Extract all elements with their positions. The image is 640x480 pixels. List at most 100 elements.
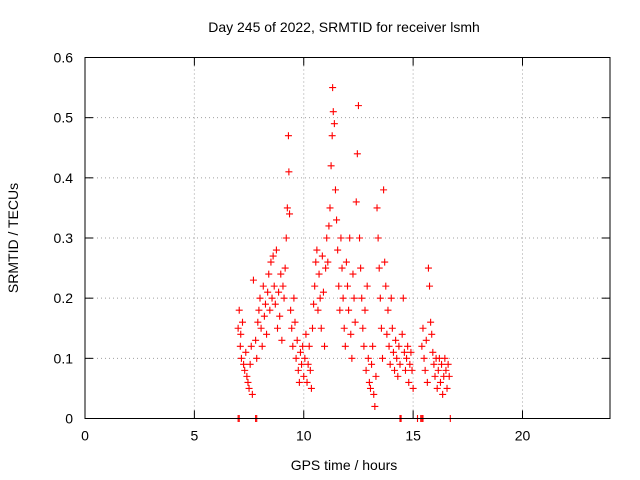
data-point (249, 276, 257, 284)
data-point (298, 360, 306, 368)
data-point (422, 336, 430, 344)
data-point (346, 234, 354, 242)
data-point (285, 168, 293, 176)
data-point (313, 246, 321, 254)
data-point (418, 342, 426, 350)
data-point (374, 234, 382, 242)
data-point (293, 336, 301, 344)
data-point (288, 324, 296, 332)
data-point (405, 378, 413, 386)
data-point (351, 318, 359, 326)
data-point (331, 186, 339, 194)
data-point (254, 318, 262, 326)
data-point (255, 306, 263, 314)
data-point (314, 306, 322, 314)
data-point (403, 354, 411, 362)
data-point (385, 342, 393, 350)
data-point (372, 372, 380, 380)
data-point (246, 360, 254, 368)
data-point (441, 354, 449, 362)
data-point (311, 282, 319, 290)
data-point (236, 342, 244, 350)
data-point (382, 282, 390, 290)
data-point (341, 342, 349, 350)
data-point (322, 264, 330, 272)
data-point (360, 342, 368, 350)
data-point (326, 204, 334, 212)
data-point (420, 354, 428, 362)
data-point (259, 282, 267, 290)
data-point (279, 282, 287, 290)
data-point (257, 324, 265, 332)
data-point (302, 330, 310, 338)
data-point (237, 354, 245, 362)
data-point (444, 360, 452, 368)
data-point (431, 372, 439, 380)
data-point (427, 318, 435, 326)
data-point (342, 258, 350, 266)
data-point (303, 378, 311, 386)
data-point (377, 324, 385, 332)
x-tick-label: 10 (296, 428, 312, 444)
y-tick-label: 0 (65, 411, 73, 427)
data-point (276, 312, 284, 320)
data-point (309, 324, 316, 332)
data-point (401, 366, 409, 374)
data-point (436, 378, 444, 386)
data-point (445, 372, 453, 380)
data-point (245, 384, 253, 392)
data-point (337, 234, 345, 242)
data-point (344, 282, 351, 290)
data-point (409, 384, 417, 392)
data-point (379, 354, 386, 362)
data-point (242, 348, 250, 356)
data-point (350, 294, 358, 302)
data-point (407, 348, 415, 356)
data-point (275, 288, 283, 296)
data-point (299, 342, 307, 350)
y-tick-label: 0.2 (54, 290, 74, 306)
data-point (307, 384, 315, 392)
data-point (258, 342, 266, 350)
data-point (265, 270, 273, 278)
data-point (442, 366, 450, 374)
chart-title: Day 245 of 2022, SRMTID for receiver lsm… (208, 19, 480, 35)
data-point (248, 390, 256, 398)
data-point (237, 330, 245, 338)
data-point (310, 300, 318, 308)
data-point (352, 198, 360, 206)
data-point (338, 264, 346, 272)
data-point (336, 306, 344, 314)
data-point (234, 324, 242, 332)
data-point (315, 270, 323, 278)
data-point (406, 360, 414, 368)
data-point (264, 288, 272, 296)
data-point (384, 306, 392, 314)
data-point (357, 264, 365, 272)
data-point (306, 366, 314, 374)
data-point (328, 132, 336, 140)
data-point (391, 366, 399, 374)
data-point (398, 330, 406, 338)
data-point (256, 294, 264, 302)
data-points (234, 84, 454, 422)
data-point (240, 360, 248, 368)
y-axis-label: SRMTID / TECUs (5, 183, 21, 293)
data-point (274, 324, 281, 332)
data-point (323, 234, 331, 242)
data-point (284, 132, 292, 140)
data-point (354, 102, 362, 110)
data-point (362, 366, 370, 374)
y-tick-label: 0.5 (54, 110, 74, 126)
data-point (388, 324, 396, 332)
data-point (304, 360, 312, 368)
data-point (408, 366, 416, 374)
data-point (252, 336, 260, 344)
data-point (370, 390, 378, 398)
data-point (243, 372, 251, 380)
data-point (347, 330, 355, 338)
data-point (369, 342, 377, 350)
x-tick-label: 0 (81, 428, 89, 444)
data-point (271, 300, 279, 308)
